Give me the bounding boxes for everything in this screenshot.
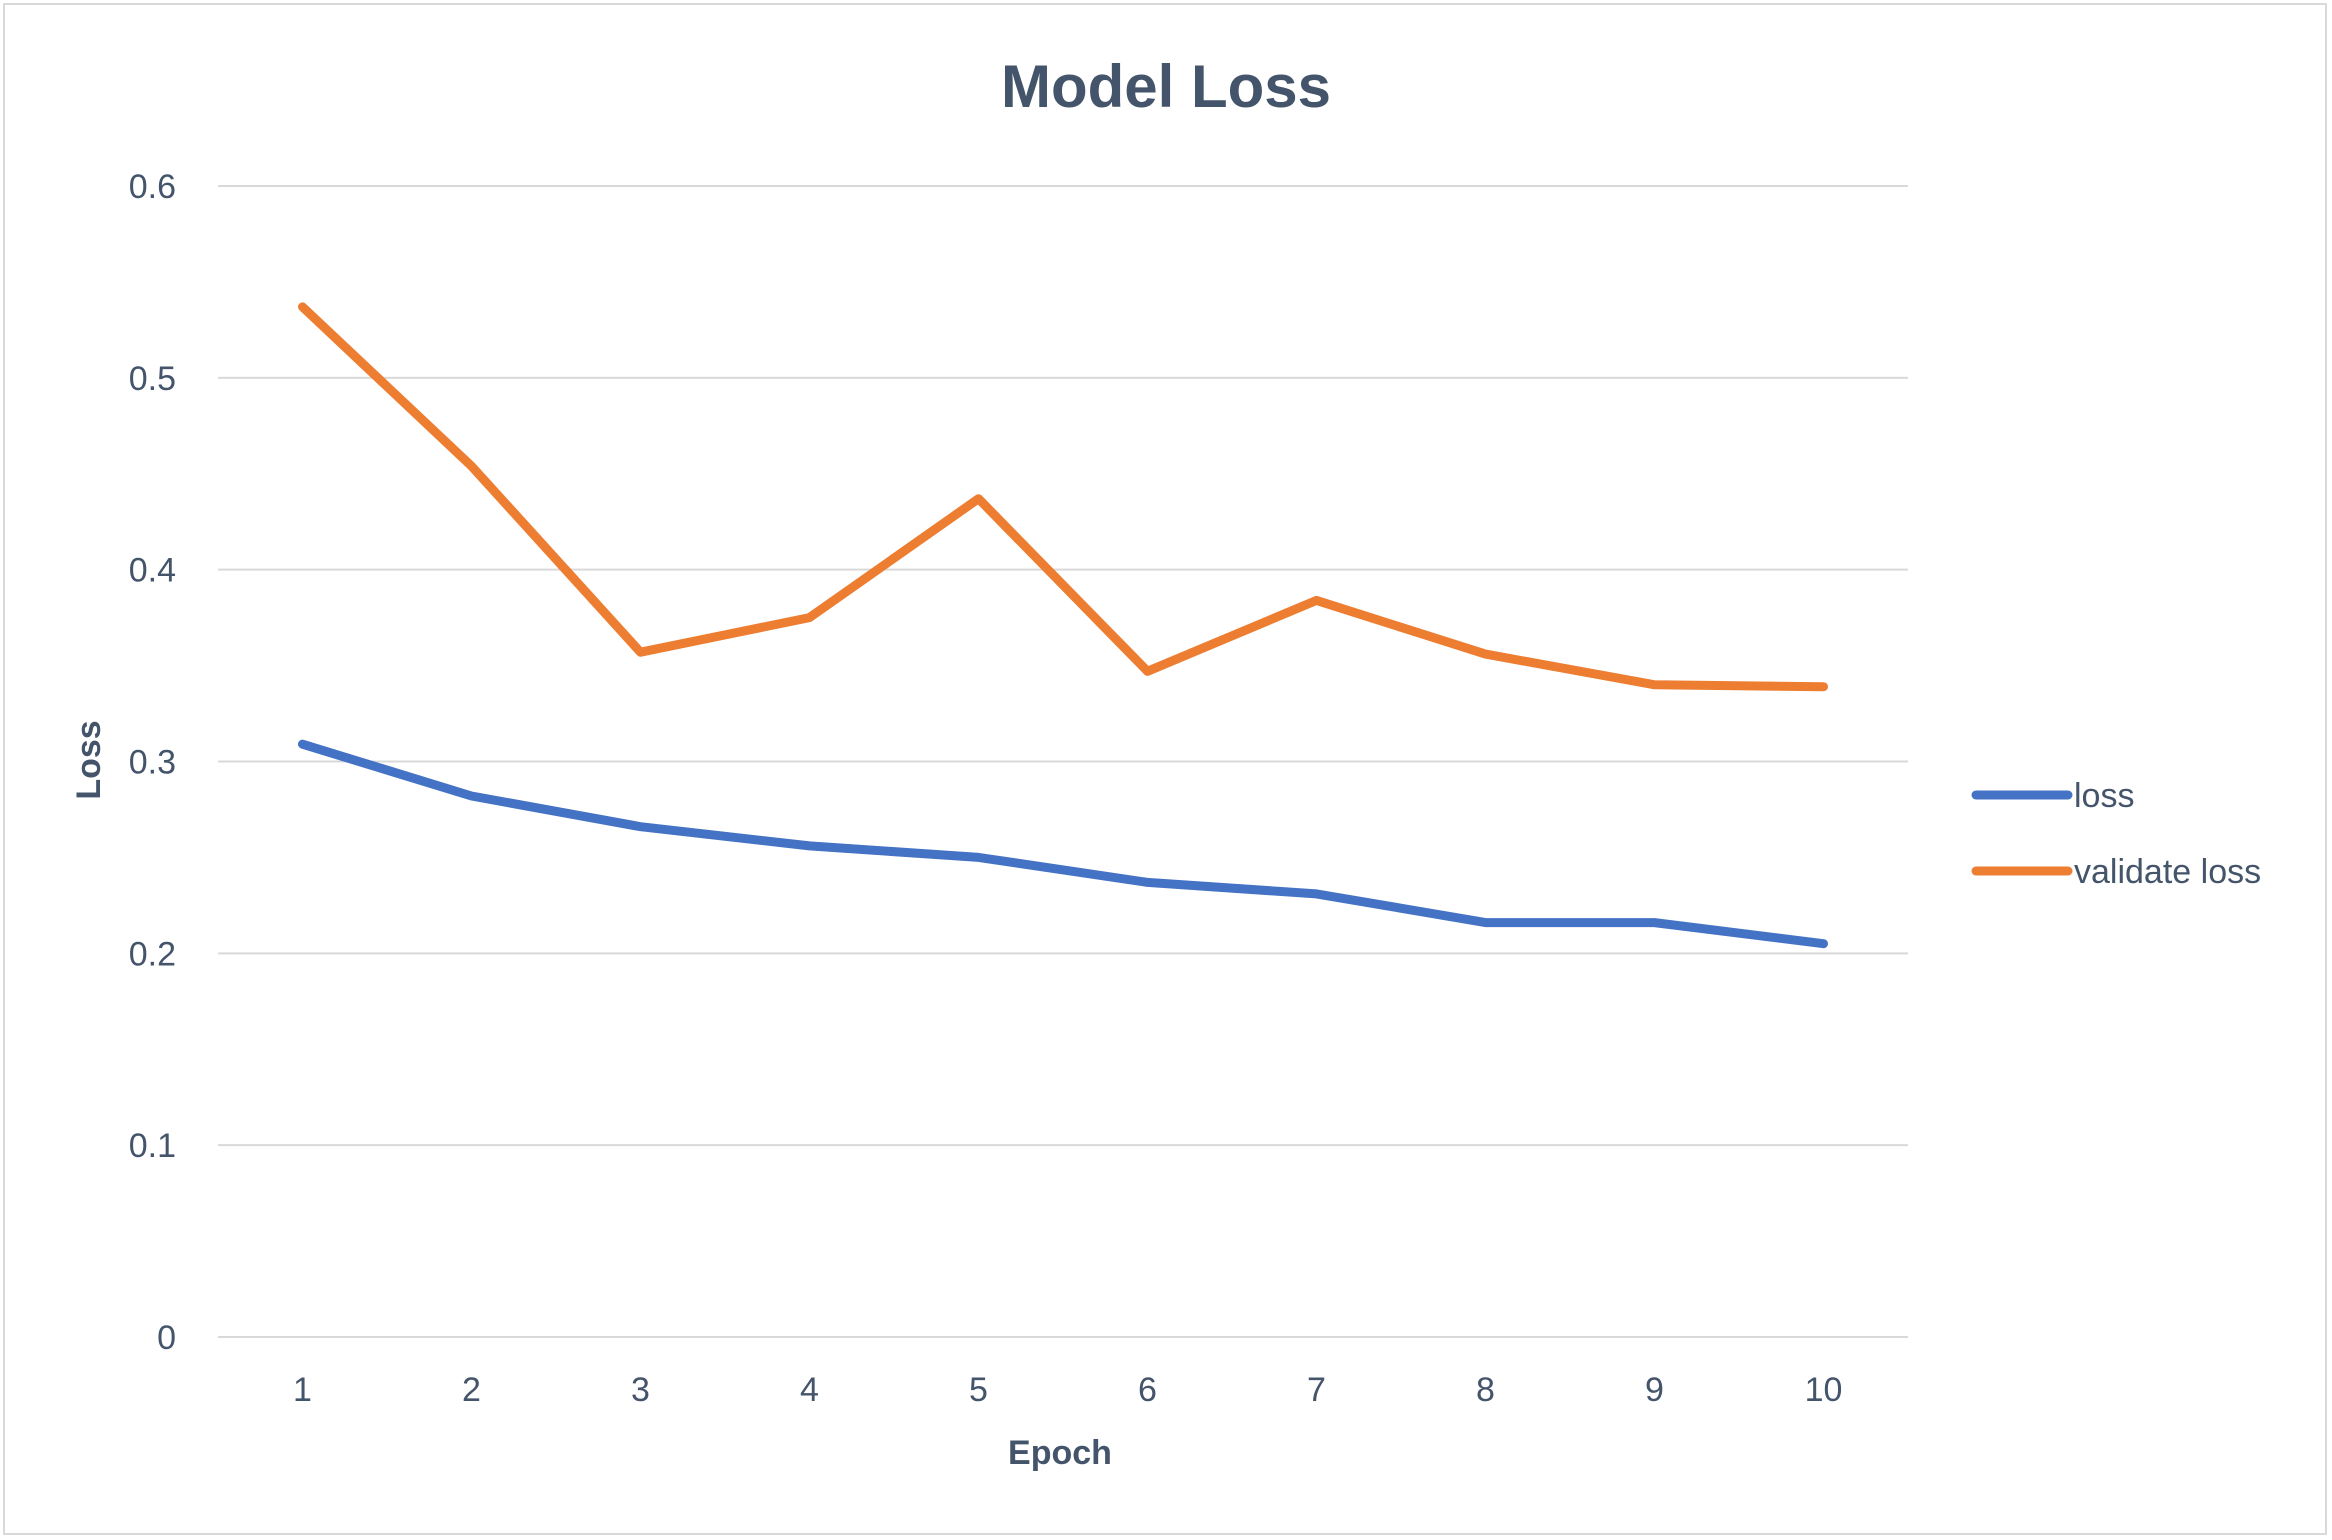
gridlines (218, 185, 1908, 1338)
legend-label: validate loss (2074, 853, 2261, 891)
y-tick-label: 0.5 (129, 360, 176, 398)
y-tick-label: 0 (157, 1319, 176, 1357)
y-tick-label: 0.2 (129, 935, 176, 973)
y-tick-label: 0.3 (129, 744, 176, 782)
y-axis-title: Loss (70, 720, 108, 799)
x-tick-label: 10 (1805, 1371, 1843, 1409)
legend-label: loss (2074, 777, 2134, 815)
y-tick-label: 0.1 (129, 1127, 176, 1165)
x-tick-label: 7 (1307, 1371, 1326, 1409)
x-tick-label: 8 (1476, 1371, 1495, 1409)
legend: loss validate loss (1971, 777, 2261, 891)
chart-title: Model Loss (1001, 53, 1331, 120)
x-tick-label: 2 (462, 1371, 481, 1409)
series-lines (298, 302, 1828, 949)
y-axis-ticks: 0 0.1 0.2 0.3 0.4 0.5 0.6 (129, 168, 176, 1357)
x-tick-label: 9 (1645, 1371, 1664, 1409)
x-tick-label: 4 (800, 1371, 819, 1409)
x-axis-title: Epoch (1008, 1434, 1112, 1472)
x-tick-label: 5 (969, 1371, 988, 1409)
series-line-loss (298, 739, 1828, 949)
x-tick-label: 6 (1138, 1371, 1157, 1409)
x-tick-label: 3 (631, 1371, 650, 1409)
y-tick-label: 0.6 (129, 168, 176, 206)
x-tick-label: 1 (293, 1371, 312, 1409)
series-line-validate-loss (298, 302, 1828, 692)
y-tick-label: 0.4 (129, 552, 176, 590)
x-axis-ticks: 1 2 3 4 5 6 7 8 9 10 (293, 1371, 1842, 1409)
